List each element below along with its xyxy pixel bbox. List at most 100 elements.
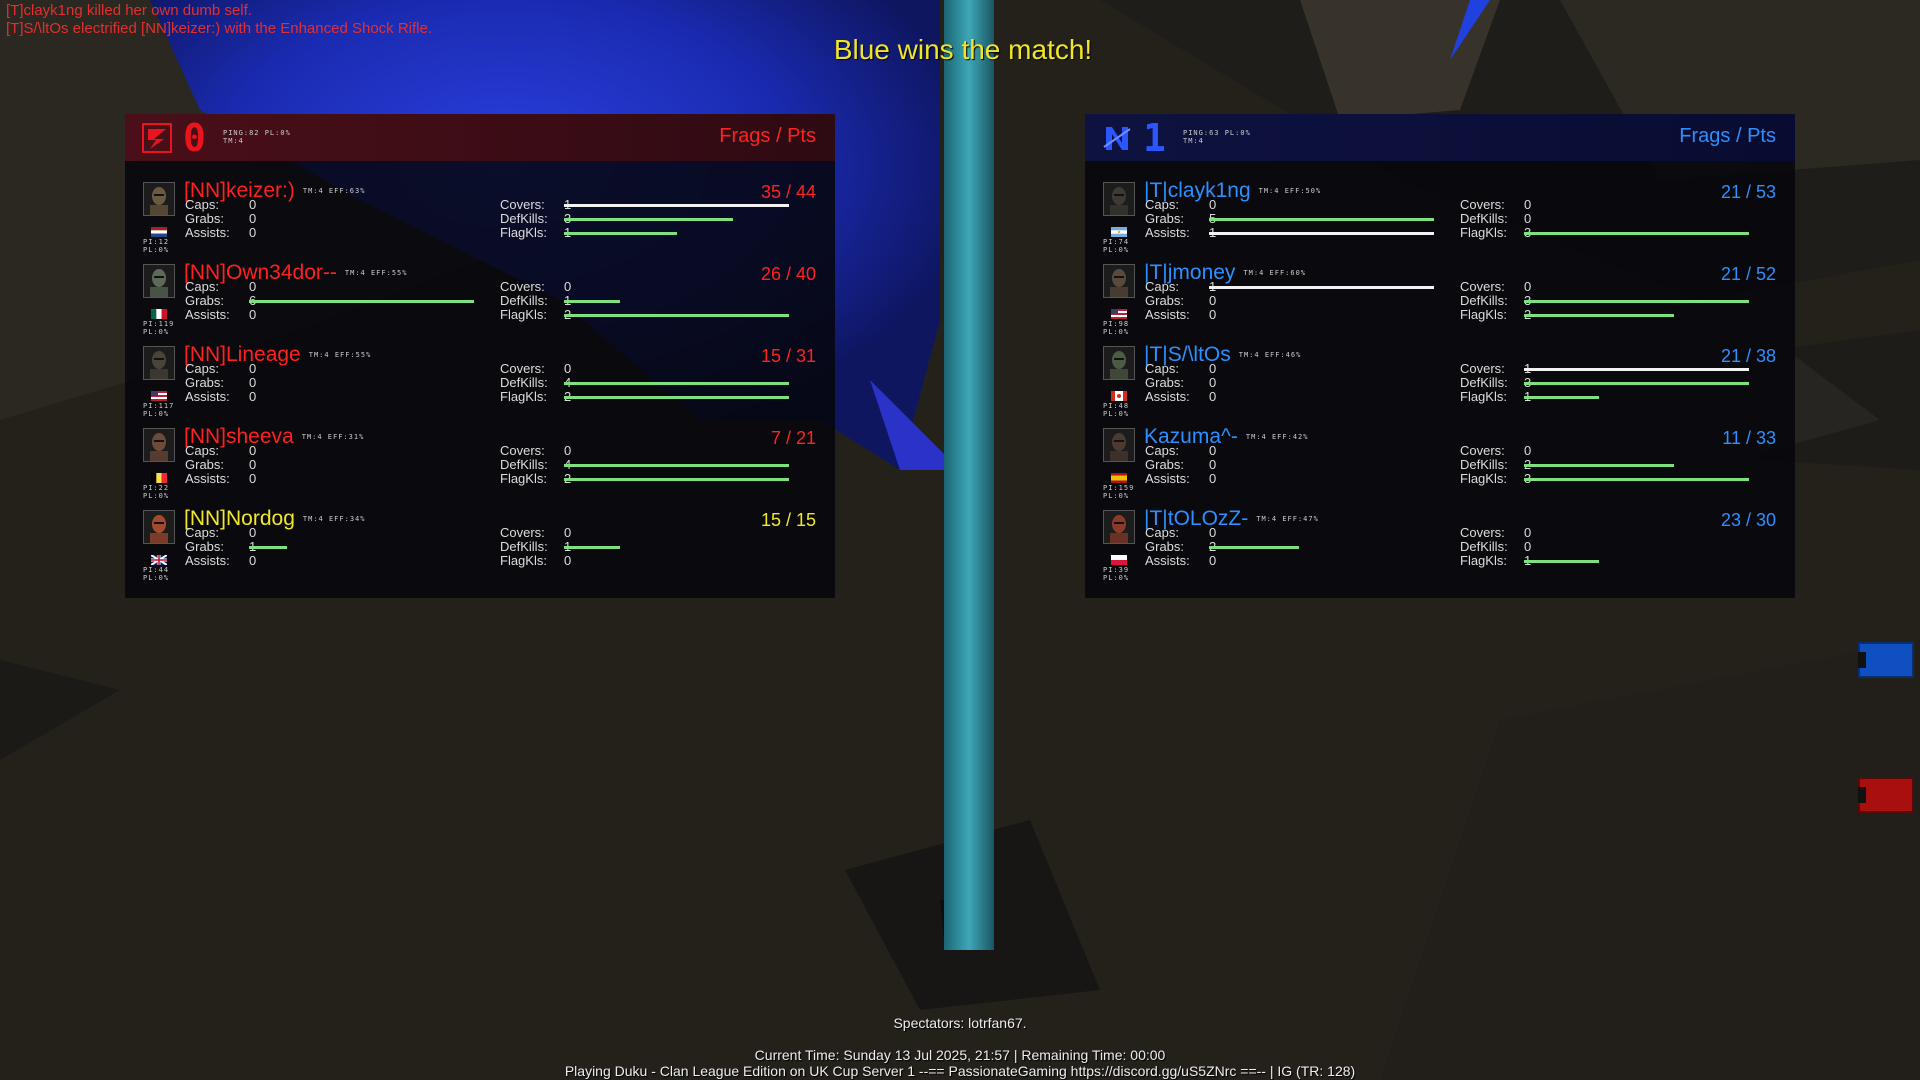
stat-grabs: Grabs: 0 <box>1145 294 1223 308</box>
player-efficiency: TM:4 EFF:60% <box>1243 269 1307 278</box>
stat-label: Covers: <box>500 197 545 212</box>
stat-caps: Caps: 0 <box>185 198 263 212</box>
player-name: [NN]Lineage TM:4 EFF:55% <box>184 343 371 367</box>
player-ping: PI:48 <box>1103 402 1130 410</box>
stat-label: Covers: <box>1460 361 1505 376</box>
stat-label: Grabs: <box>185 457 225 472</box>
stat-grabs: Grabs: 0 <box>185 376 263 390</box>
stat-covers: Covers: 0 <box>500 444 578 458</box>
stat-label: DefKills: <box>1460 457 1508 472</box>
stat-label: FlagKls: <box>500 225 547 240</box>
stat-label: Covers: <box>500 279 545 294</box>
stat-bar <box>1209 546 1299 549</box>
match-result-banner: Blue wins the match! <box>833 34 1093 65</box>
stat-label: FlagKls: <box>1460 389 1507 404</box>
player-efficiency: TM:4 EFF:42% <box>1245 433 1309 442</box>
stat-caps: Caps: 0 <box>1145 526 1223 540</box>
stat-bar <box>249 300 474 303</box>
stat-caps: Caps: 0 <box>1145 362 1223 376</box>
stat-caps: Caps: 0 <box>185 362 263 376</box>
player-row: PI:48 PL:0% |T|S/\ltOs TM:4 EFF:46% 21 / 38 C… <box>1085 338 1795 420</box>
stat-label: Covers: <box>500 443 545 458</box>
stat-bar <box>1524 232 1749 235</box>
stat-label: Assists: <box>185 471 230 486</box>
player-ping: PI:98 <box>1103 320 1130 328</box>
country-flag-icon <box>1111 470 1127 483</box>
player-frags-pts: 11 / 33 <box>1722 428 1776 448</box>
red-team-ping: PING:82 PL:0% <box>223 129 291 137</box>
player-ping: PI:39 <box>1103 566 1130 574</box>
player-ping: PI:12 <box>143 238 170 246</box>
stat-defkills: DefKills: 0 <box>1460 540 1538 554</box>
stat-bar <box>1524 560 1599 563</box>
stat-value: 0 <box>1524 211 1532 226</box>
player-row: PI:98 PL:0% |T|jmoney TM:4 EFF:60% 21 / 52 Ca… <box>1085 256 1795 338</box>
stat-value: 0 <box>1209 293 1217 308</box>
stat-label: Grabs: <box>185 293 225 308</box>
player-efficiency: TM:4 EFF:50% <box>1258 187 1322 196</box>
stat-value: 0 <box>1209 375 1217 390</box>
player-frags-pts: 23 / 30 <box>1720 510 1776 530</box>
player-ping: PI:74 <box>1103 238 1130 246</box>
player-ping: PI:159 <box>1103 484 1135 492</box>
player-row: PI:44 PL:0% [NN]Nordog TM:4 EFF:34% 15 / 15 C… <box>125 502 835 584</box>
stat-label: Caps: <box>1145 279 1179 294</box>
player-ping: PI:117 <box>143 402 175 410</box>
stat-label: Assists: <box>185 553 230 568</box>
stat-bar <box>1209 232 1434 235</box>
stat-label: FlagKls: <box>500 307 547 322</box>
stat-grabs: Grabs: 0 <box>1145 458 1223 472</box>
stat-bar <box>1524 396 1599 399</box>
stat-defkills: DefKills: 0 <box>1460 212 1538 226</box>
stat-assists: Assists: 0 <box>1145 554 1223 568</box>
stat-value: 0 <box>249 279 257 294</box>
player-row: PI:12 PL:0% [NN]keizer:) TM:4 EFF:63% 35 / 4… <box>125 174 835 256</box>
country-flag-icon <box>151 470 167 483</box>
red-team-info: PING:82 PL:0% TM:4 <box>223 129 291 145</box>
player-ping-info: PI:48 PL:0% <box>1103 402 1129 418</box>
kill-message: [T]clayk1ng killed her own dumb self. <box>6 2 252 19</box>
blue-team-ping: PING:63 PL:0% <box>1183 129 1251 137</box>
player-ping-info: PI:22 PL:0% <box>143 484 169 500</box>
player-avatar <box>143 346 175 380</box>
player-name: |T|jmoney TM:4 EFF:60% <box>1144 261 1306 285</box>
player-avatar <box>1103 182 1135 216</box>
stat-value: 0 <box>249 375 257 390</box>
stat-value: 0 <box>1209 525 1217 540</box>
stat-bar <box>564 204 789 207</box>
stat-label: FlagKls: <box>1460 471 1507 486</box>
player-name-text: |T|jmoney <box>1144 261 1236 284</box>
stat-assists: Assists: 0 <box>185 390 263 404</box>
country-flag-icon <box>151 306 167 319</box>
player-packet-loss: PL:0% <box>1103 246 1130 254</box>
player-name-text: Kazuma^- <box>1144 425 1238 448</box>
country-flag-icon <box>1111 224 1127 237</box>
stat-value: 0 <box>249 225 257 240</box>
blue-team-info: PING:63 PL:0% TM:4 <box>1183 129 1251 145</box>
country-flag-icon <box>1111 306 1127 319</box>
player-avatar <box>143 264 175 298</box>
stat-bar <box>564 232 677 235</box>
red-flag-status-icon <box>1858 777 1914 813</box>
stat-value: 0 <box>1524 279 1532 294</box>
stat-value: 0 <box>249 197 257 212</box>
player-name-text: |T|S/\ltOs <box>1144 343 1231 366</box>
player-name: [NN]Nordog TM:4 EFF:34% <box>184 507 365 531</box>
stat-label: DefKills: <box>1460 211 1508 226</box>
stat-label: Grabs: <box>185 211 225 226</box>
stat-bar <box>249 546 287 549</box>
stat-bar <box>1524 464 1674 467</box>
player-frags-pts: 35 / 44 <box>760 182 816 202</box>
player-packet-loss: PL:0% <box>143 328 170 336</box>
stat-value: 0 <box>249 471 257 486</box>
player-name: |T|tOLOzZ- TM:4 EFF:47% <box>1144 507 1319 531</box>
stat-label: Covers: <box>500 361 545 376</box>
stat-grabs: Grabs: 0 <box>185 212 263 226</box>
player-frags-pts: 7 / 21 <box>770 428 816 448</box>
stat-label: Caps: <box>1145 443 1179 458</box>
stat-label: Assists: <box>185 225 230 240</box>
stat-label: Covers: <box>500 525 545 540</box>
player-efficiency: TM:4 EFF:55% <box>344 269 408 278</box>
player-avatar <box>1103 428 1135 462</box>
stat-label: FlagKls: <box>1460 225 1507 240</box>
